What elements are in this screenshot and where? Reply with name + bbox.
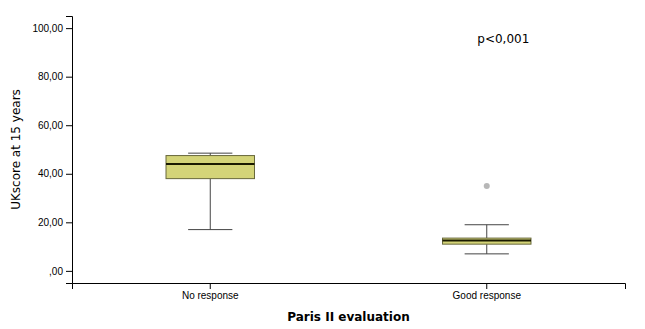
cap	[188, 153, 232, 154]
y-axis: ,00 20,00 40,00 60,00 80,00 100,00	[32, 17, 72, 284]
tick: 60,00	[38, 120, 72, 131]
tick-label: 80,00	[38, 71, 63, 82]
tick-mark	[66, 125, 72, 126]
x-axis-title: Paris II evaluation	[287, 310, 409, 324]
tick-mark	[210, 283, 211, 289]
y-axis-title: UKscore at 15 years	[9, 89, 23, 210]
marks	[166, 153, 531, 254]
median	[443, 240, 531, 242]
box-plot	[443, 183, 531, 254]
chart: ,00 20,00 40,00 60,00 80,00 100,00 No response…	[0, 0, 645, 329]
tick-mark	[66, 77, 72, 78]
tick: ,00	[49, 266, 72, 277]
tick-label: No response	[182, 290, 239, 301]
tick: No response	[182, 283, 239, 301]
tick: 100,00	[32, 23, 72, 34]
axis-line	[66, 17, 73, 284]
whisker	[486, 244, 487, 254]
whisker	[210, 179, 211, 230]
tick-label: ,00	[49, 266, 63, 277]
whisker	[486, 225, 487, 238]
tick-label: 100,00	[32, 23, 63, 34]
tick-label: 20,00	[38, 217, 63, 228]
tick-label: Good response	[453, 290, 522, 301]
tick-label: 40,00	[38, 168, 63, 179]
tick: 80,00	[38, 71, 72, 82]
cap	[188, 229, 232, 230]
box	[166, 156, 254, 179]
median	[166, 163, 254, 165]
tick-label: 60,00	[38, 120, 63, 131]
tick: 40,00	[38, 168, 72, 179]
box-plot	[166, 153, 254, 229]
axis-line	[73, 284, 626, 290]
annotation: p<0,001	[477, 32, 529, 46]
tick: 20,00	[38, 217, 72, 228]
tick: Good response	[453, 283, 522, 301]
tick-mark	[66, 222, 72, 223]
tick-mark	[486, 283, 487, 289]
box	[443, 238, 531, 244]
flier	[484, 183, 490, 189]
plot: ,00 20,00 40,00 60,00 80,00 100,00 No response…	[32, 17, 625, 302]
cap	[465, 224, 509, 225]
tick-mark	[66, 174, 72, 175]
tick-mark	[66, 28, 72, 29]
tick-mark	[66, 271, 72, 272]
x-axis: No response Good response	[73, 283, 626, 301]
cap	[465, 253, 509, 254]
